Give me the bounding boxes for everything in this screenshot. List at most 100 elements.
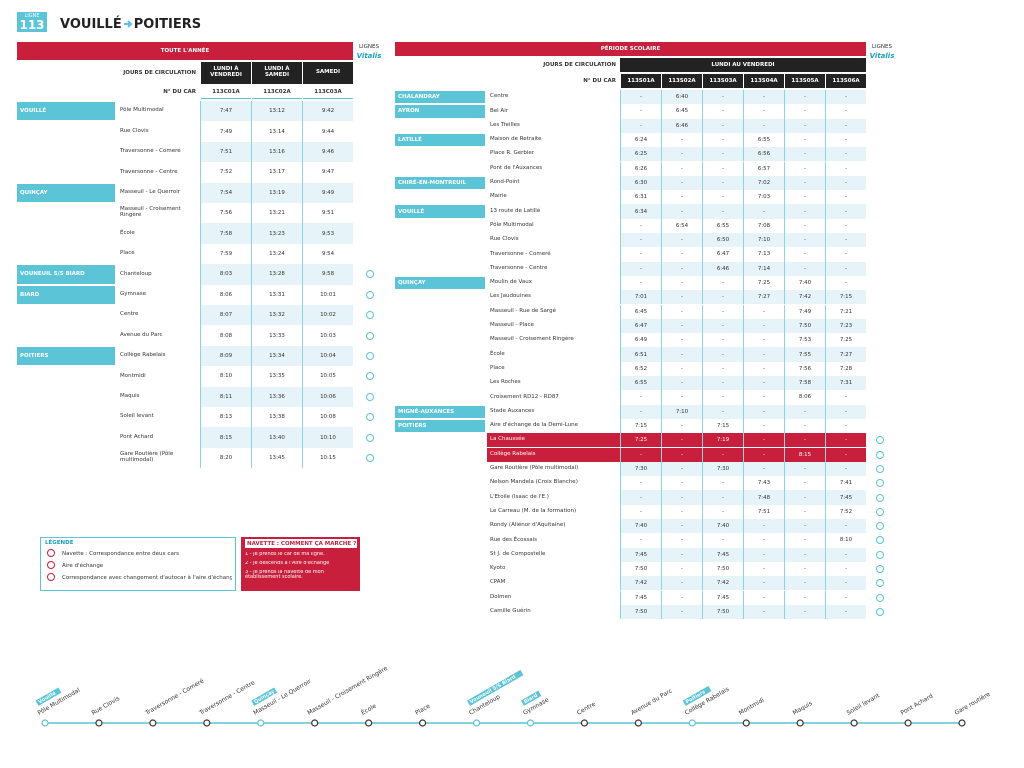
days-cell: LUNDI AU VENDREDI (620, 58, 866, 72)
time: 13:33 (251, 325, 302, 346)
time: - (702, 90, 743, 105)
time: 7:49 (200, 121, 251, 142)
time: - (661, 161, 702, 176)
time: 10:06 (302, 386, 353, 407)
stop-name: Place (117, 243, 200, 265)
route-stop-label: École (360, 702, 378, 717)
car-label: N° DU CAR (583, 78, 616, 84)
time: 8:15 (784, 447, 825, 462)
connection-icon (876, 522, 884, 531)
time: 6:55 (743, 132, 784, 148)
stop-name: École (487, 347, 620, 362)
connection-icon (876, 579, 884, 588)
time: - (620, 476, 661, 491)
route-tag-bg (520, 690, 542, 706)
time: 7:10 (661, 404, 702, 419)
time: - (661, 576, 702, 591)
time: - (825, 118, 866, 133)
stop-name: L'Etoile (Isaac de l'E.) (487, 490, 620, 505)
time: - (784, 204, 825, 219)
route-stop (958, 719, 966, 727)
route-stop-label: Soleil levant (846, 692, 882, 717)
route-stop (257, 719, 265, 727)
time: - (784, 547, 825, 562)
time: - (620, 275, 661, 291)
time: 6:46 (661, 118, 702, 133)
time: 10:15 (302, 447, 353, 469)
route-tag-bg (251, 687, 278, 706)
stop-name: Bel Air (487, 104, 620, 119)
time: - (825, 418, 866, 434)
time: 13:24 (251, 243, 302, 265)
line-label: LIGNE (24, 12, 40, 19)
stop-name: Mairie (487, 190, 620, 205)
time: 9:54 (302, 243, 353, 265)
legend-title: LÉGENDE (45, 540, 74, 546)
time: - (661, 418, 702, 434)
commune: MIGNÉ-AUXANCES (395, 405, 485, 418)
time: 7:25 (620, 433, 661, 448)
time: - (661, 547, 702, 562)
time: - (661, 490, 702, 505)
time: - (702, 376, 743, 391)
stop-name: Centre (117, 305, 200, 326)
time: 7:42 (620, 576, 661, 591)
time: 9:51 (302, 203, 353, 224)
time: - (743, 547, 784, 562)
stop-name: Croisement RD12 - RD87 (487, 390, 620, 405)
time: 7:49 (784, 304, 825, 319)
legend-item: Navette : Correspondance entre deux cars (62, 550, 179, 557)
shuttle-step: 1 - Je prends le car de ma ligne. (245, 552, 325, 557)
time: - (661, 447, 702, 462)
commune: POITIERS (17, 346, 115, 366)
time: - (620, 218, 661, 233)
route-stop (526, 719, 535, 727)
time: - (661, 233, 702, 248)
time: 13:17 (251, 162, 302, 183)
connection-icon (366, 372, 374, 381)
time: 7:14 (743, 261, 784, 276)
time: 6:55 (620, 376, 661, 391)
stop-name: Les Roches (487, 376, 620, 391)
stop-name: Masseuil - Croisement Ringère (487, 333, 620, 348)
time: 7:27 (825, 347, 866, 362)
time: 7:58 (200, 223, 251, 244)
time: - (661, 318, 702, 334)
time: 7:50 (702, 604, 743, 620)
title: VOUILLÉ POITIERS (60, 15, 201, 33)
stop-name: La Chaussée (487, 433, 620, 448)
time: - (661, 175, 702, 191)
time: 7:43 (743, 476, 784, 491)
route-stop (904, 719, 912, 727)
route-stop (41, 719, 49, 727)
connection-icon (366, 433, 374, 442)
stop-name: Pôle Multimodal (117, 101, 200, 122)
time: - (825, 519, 866, 534)
time: - (743, 361, 784, 376)
time: - (661, 461, 702, 477)
line-number: 113 (19, 17, 45, 32)
time: - (784, 418, 825, 434)
time: - (825, 433, 866, 448)
time: - (702, 318, 743, 334)
route-stop-label: Montmidi (738, 697, 766, 717)
stop-name: Masseuil - Rue de Sargé (487, 304, 620, 319)
time: - (784, 233, 825, 248)
stop-name: Le Carreau (M. de la formation) (487, 504, 620, 519)
time: - (743, 604, 784, 620)
time: 6:47 (620, 318, 661, 334)
brand: Vitalis (869, 51, 895, 60)
time: - (702, 390, 743, 405)
stop-name: Collège Rabelais (487, 447, 620, 462)
stop-name: Rondy (Aliénor d'Aquitaine) (487, 519, 620, 534)
time: 6:30 (620, 175, 661, 191)
table-title: TOUTE L'ANNÉE (17, 42, 353, 60)
time: 8:03 (200, 264, 251, 285)
route-stop-label: Pont Achard (900, 693, 935, 717)
stop-name: Masseuil - Place (487, 318, 620, 334)
time: - (743, 590, 784, 605)
time: 13:16 (251, 141, 302, 163)
stop-name: Kyoto (487, 561, 620, 577)
stop-name: Gare Routière (Pôle multimodal) (487, 461, 620, 477)
time: - (743, 333, 784, 348)
